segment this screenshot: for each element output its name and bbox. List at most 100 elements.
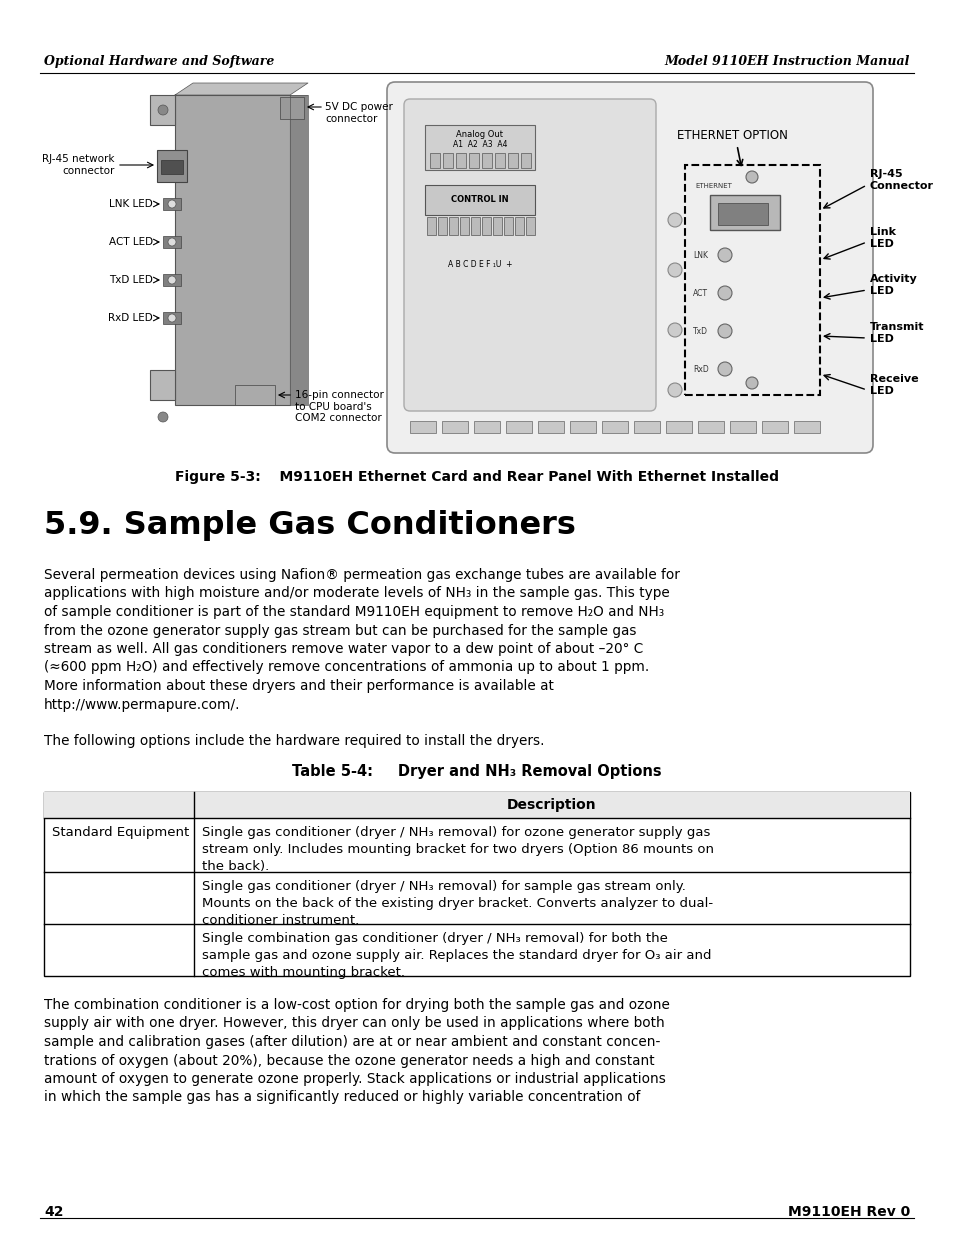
FancyBboxPatch shape [150,95,174,125]
Text: Optional Hardware and Software: Optional Hardware and Software [44,56,274,68]
FancyBboxPatch shape [525,217,535,235]
FancyBboxPatch shape [503,217,513,235]
FancyBboxPatch shape [718,203,767,225]
FancyBboxPatch shape [424,185,535,215]
Text: ETHERNET OPTION: ETHERNET OPTION [676,128,786,142]
Text: Mounts on the back of the existing dryer bracket. Converts analyzer to dual-: Mounts on the back of the existing dryer… [202,897,713,910]
FancyBboxPatch shape [698,421,723,433]
FancyBboxPatch shape [442,153,453,168]
Text: Analog Out: Analog Out [456,130,503,140]
FancyBboxPatch shape [456,153,465,168]
Text: ETHERNET: ETHERNET [695,183,731,189]
Text: RJ-45
Connector: RJ-45 Connector [869,169,933,190]
Text: amount of oxygen to generate ozone properly. Stack applications or industrial ap: amount of oxygen to generate ozone prope… [44,1072,665,1086]
Text: 42: 42 [44,1205,64,1219]
Text: 5V DC power
connector: 5V DC power connector [325,103,393,124]
Text: Link
LED: Link LED [869,227,895,248]
FancyBboxPatch shape [569,421,596,433]
Text: Transmit
LED: Transmit LED [869,322,923,343]
FancyBboxPatch shape [150,370,174,400]
FancyBboxPatch shape [44,792,909,818]
FancyBboxPatch shape [495,153,504,168]
Circle shape [667,212,681,227]
Text: TxD: TxD [692,326,707,336]
Text: Standard Equipment: Standard Equipment [52,826,189,839]
FancyBboxPatch shape [729,421,755,433]
Polygon shape [174,83,308,95]
FancyBboxPatch shape [505,421,532,433]
FancyBboxPatch shape [44,792,909,976]
Text: Model 9110EH Instruction Manual: Model 9110EH Instruction Manual [664,56,909,68]
FancyBboxPatch shape [387,82,872,453]
Text: Table 5-4:   Dryer and NH₃ Removal Options: Table 5-4: Dryer and NH₃ Removal Options [292,764,661,779]
Circle shape [667,383,681,396]
Circle shape [718,362,731,375]
FancyBboxPatch shape [471,217,479,235]
FancyBboxPatch shape [424,125,535,170]
Text: More information about these dryers and their performance is available at: More information about these dryers and … [44,679,554,693]
FancyBboxPatch shape [410,421,436,433]
Text: RJ-45 network
connector: RJ-45 network connector [43,154,115,175]
Text: Single gas conditioner (dryer / NH₃ removal) for ozone generator supply gas: Single gas conditioner (dryer / NH₃ remo… [202,826,710,839]
FancyBboxPatch shape [163,312,181,324]
FancyBboxPatch shape [459,217,469,235]
FancyBboxPatch shape [481,217,491,235]
Text: Receive
LED: Receive LED [869,374,918,395]
Text: applications with high moisture and/or moderate levels of NH₃ in the sample gas.: applications with high moisture and/or m… [44,587,669,600]
Circle shape [168,200,175,207]
FancyBboxPatch shape [520,153,531,168]
Text: The combination conditioner is a low-cost option for drying both the sample gas : The combination conditioner is a low-cos… [44,998,669,1011]
Text: Description: Description [507,798,597,811]
FancyBboxPatch shape [474,421,499,433]
Text: Several permeation devices using Nafion® permeation gas exchange tubes are avail: Several permeation devices using Nafion®… [44,568,679,582]
Text: http://www.permapure.com/.: http://www.permapure.com/. [44,698,240,711]
Circle shape [745,377,758,389]
Text: stream only. Includes mounting bracket for two dryers (Option 86 mounts on: stream only. Includes mounting bracket f… [202,844,713,856]
Circle shape [168,314,175,322]
Circle shape [168,275,175,284]
FancyBboxPatch shape [665,421,691,433]
FancyBboxPatch shape [234,385,274,405]
Circle shape [718,248,731,262]
Text: trations of oxygen (about 20%), because the ozone generator needs a high and con: trations of oxygen (about 20%), because … [44,1053,654,1067]
FancyBboxPatch shape [280,98,304,119]
Text: the back).: the back). [202,860,269,873]
Text: The following options include the hardware required to install the dryers.: The following options include the hardwa… [44,734,544,748]
FancyBboxPatch shape [493,217,501,235]
Text: A1  A2  A3  A4: A1 A2 A3 A4 [453,140,507,149]
FancyBboxPatch shape [174,95,290,405]
Text: CONTROL IN: CONTROL IN [451,195,508,205]
FancyBboxPatch shape [481,153,492,168]
Text: Single combination gas conditioner (dryer / NH₃ removal) for both the: Single combination gas conditioner (drye… [202,932,667,945]
FancyBboxPatch shape [793,421,820,433]
FancyBboxPatch shape [537,421,563,433]
FancyBboxPatch shape [403,99,656,411]
FancyBboxPatch shape [515,217,523,235]
Text: (≈600 ppm H₂O) and effectively remove concentrations of ammonia up to about 1 pp: (≈600 ppm H₂O) and effectively remove co… [44,661,649,674]
Circle shape [718,287,731,300]
FancyBboxPatch shape [469,153,478,168]
FancyBboxPatch shape [163,198,181,210]
Circle shape [168,238,175,246]
Text: of sample conditioner is part of the standard M9110EH equipment to remove H₂O an: of sample conditioner is part of the sta… [44,605,663,619]
Polygon shape [290,95,308,405]
FancyBboxPatch shape [427,217,436,235]
FancyBboxPatch shape [601,421,627,433]
Text: ACT: ACT [692,289,707,298]
Text: LNK LED: LNK LED [110,199,152,209]
FancyBboxPatch shape [437,217,447,235]
Circle shape [158,412,168,422]
FancyBboxPatch shape [761,421,787,433]
FancyBboxPatch shape [507,153,517,168]
Text: ACT LED: ACT LED [109,237,152,247]
Text: supply air with one dryer. However, this dryer can only be used in applications : supply air with one dryer. However, this… [44,1016,664,1030]
FancyBboxPatch shape [634,421,659,433]
Text: Figure 5-3:  M9110EH Ethernet Card and Rear Panel With Ethernet Installed: Figure 5-3: M9110EH Ethernet Card and Re… [174,471,779,484]
Text: 5.9. Sample Gas Conditioners: 5.9. Sample Gas Conditioners [44,510,576,541]
FancyBboxPatch shape [441,421,468,433]
Text: 16-pin connector
to CPU board's
COM2 connector: 16-pin connector to CPU board's COM2 con… [294,390,383,424]
Text: comes with mounting bracket.: comes with mounting bracket. [202,966,405,979]
FancyBboxPatch shape [163,236,181,248]
Text: M9110EH Rev 0: M9110EH Rev 0 [787,1205,909,1219]
FancyBboxPatch shape [449,217,457,235]
